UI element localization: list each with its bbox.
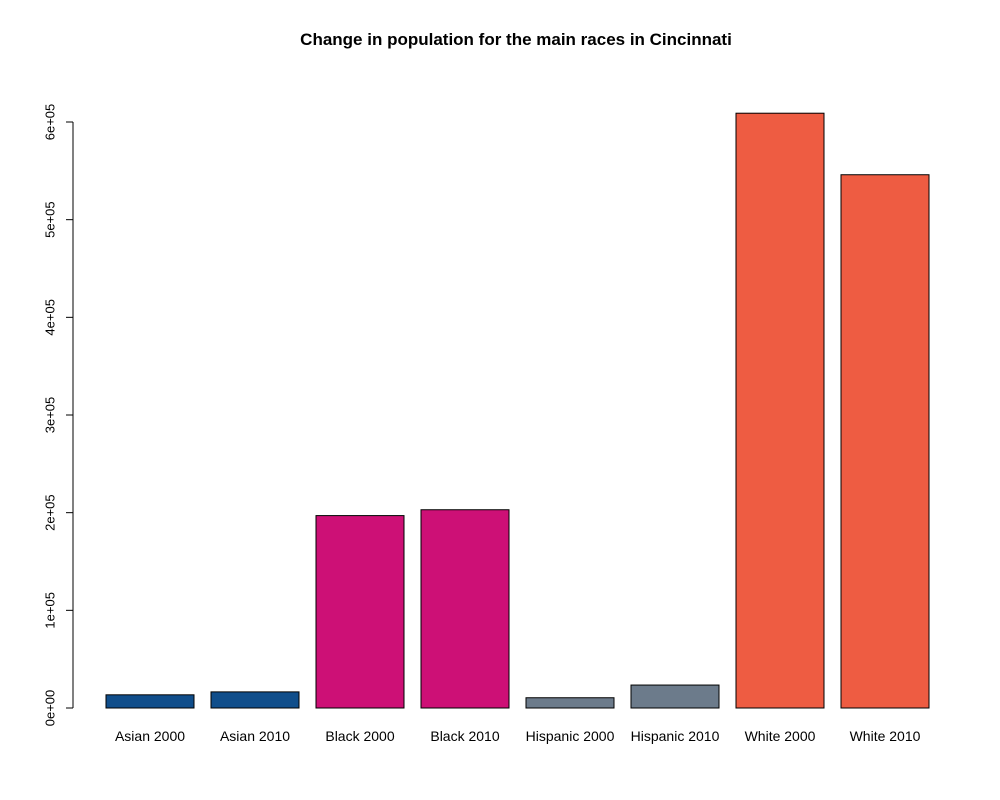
y-tick-label: 1e+05 bbox=[43, 592, 58, 629]
x-category-label: Hispanic 2010 bbox=[631, 728, 720, 744]
bar-white-2010 bbox=[840, 174, 930, 709]
x-category-label: Black 2000 bbox=[325, 728, 394, 744]
bar-hispanic-2000 bbox=[525, 697, 615, 709]
x-category-label: Asian 2000 bbox=[115, 728, 185, 744]
y-tick-label: 0e+00 bbox=[43, 690, 58, 727]
bars-group bbox=[105, 112, 930, 709]
y-tick-label: 5e+05 bbox=[43, 201, 58, 238]
bar-asian-2000 bbox=[105, 694, 195, 709]
y-tick-label: 3e+05 bbox=[43, 397, 58, 434]
bar-white-2000 bbox=[735, 112, 825, 709]
y-axis: 0e+00 1e+05 2e+05 3e+05 4e+05 5e+05 6e+05 bbox=[43, 104, 74, 727]
bar-asian-2010 bbox=[210, 691, 300, 709]
chart-title: Change in population for the main races … bbox=[300, 30, 732, 49]
x-axis-labels: Asian 2000 Asian 2010 Black 2000 Black 2010… bbox=[115, 728, 921, 744]
x-category-label: Black 2010 bbox=[430, 728, 499, 744]
y-tick-label: 4e+05 bbox=[43, 299, 58, 336]
bar-black-2010 bbox=[420, 509, 510, 709]
x-category-label: White 2000 bbox=[745, 728, 816, 744]
y-tick-label: 6e+05 bbox=[43, 104, 58, 141]
x-category-label: Hispanic 2000 bbox=[526, 728, 615, 744]
bar-black-2000 bbox=[315, 515, 405, 709]
y-tick-label: 2e+05 bbox=[43, 494, 58, 531]
bar-hispanic-2010 bbox=[630, 684, 720, 709]
x-category-label: Asian 2010 bbox=[220, 728, 290, 744]
x-category-label: White 2010 bbox=[850, 728, 921, 744]
